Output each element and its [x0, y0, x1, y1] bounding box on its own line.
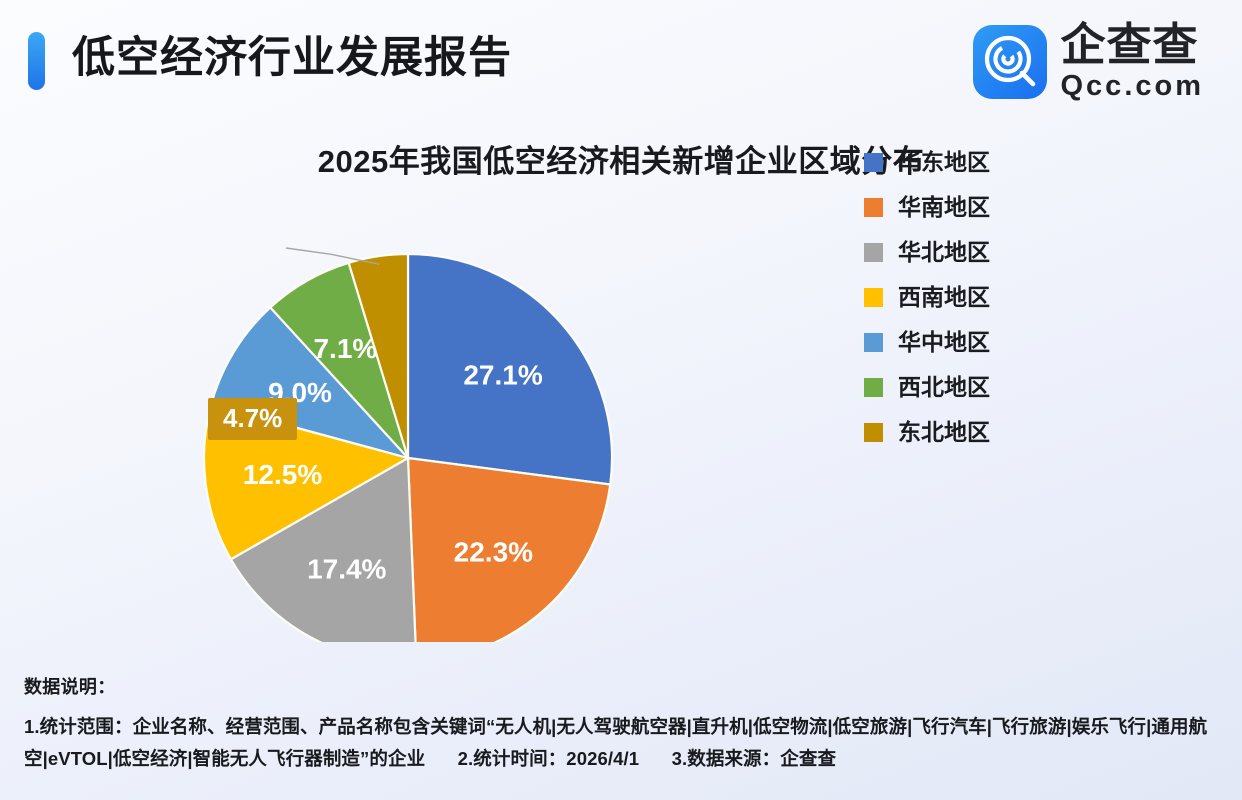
pie-slice[interactable] [229, 456, 417, 642]
legend-swatch-icon [864, 423, 883, 442]
brand-name-en: Qcc.com [1060, 70, 1204, 102]
legend-swatch-icon [864, 333, 883, 352]
brand-logo: 企查查 Qcc.com [972, 19, 1205, 102]
legend-swatch-icon [864, 378, 883, 397]
legend-item-label: 华北地区 [898, 239, 990, 265]
legend-item[interactable]: 西北地区 [864, 375, 990, 400]
legend-item[interactable]: 华中地区 [864, 330, 990, 355]
legend-item-label: 西南地区 [898, 284, 990, 310]
qcc-logo-icon [972, 24, 1047, 99]
page-title: 低空经济行业发展报告 [72, 34, 512, 82]
legend-item[interactable]: 东北地区 [864, 420, 990, 445]
callout-label-dongbei: 4.7% [208, 398, 298, 440]
callout-leader-line [285, 247, 380, 265]
title-accent-bar [28, 32, 45, 90]
legend-item-label: 华中地区 [898, 329, 990, 355]
pie-slice[interactable] [406, 456, 612, 642]
pie-slice-label: 22.3% [454, 536, 533, 567]
legend-swatch-icon [864, 153, 883, 172]
data-note-scope: 1.统计范围：企业名称、经营范围、产品名称包含关键词“无人机|无人驾驶航空器|直… [24, 716, 1208, 769]
data-notes-body: 1.统计范围：企业名称、经营范围、产品名称包含关键词“无人机|无人驾驶航空器|直… [24, 711, 1224, 775]
pie-slice-label: 7.1% [313, 333, 377, 364]
brand-name-cn: 企查查 [1060, 19, 1199, 70]
legend-item-label: 西北地区 [898, 374, 990, 400]
pie-slice-label: 27.1% [463, 360, 542, 391]
data-note-time: 2.统计时间：2026/4/1 [457, 748, 640, 769]
pie-chart: 27.1% 22.3% 17.4% 12.5% 9.0% 7.1% 4.7% [0, 190, 1242, 660]
data-notes: 数据说明： 1.统计范围：企业名称、经营范围、产品名称包含关键词“无人机|无人驾… [24, 672, 1224, 775]
legend-item-label: 东北地区 [898, 419, 990, 445]
legend-item[interactable]: 华南地区 [864, 195, 990, 220]
data-note-source: 3.数据来源：企查查 [671, 748, 837, 769]
chart-title: 2025年我国低空经济相关新增企业区域分布 [317, 144, 925, 179]
pie-slice-label: 12.5% [243, 459, 322, 490]
chart-legend: 华东地区华南地区华北地区西南地区华中地区西北地区东北地区 [864, 150, 990, 445]
legend-swatch-icon [864, 243, 883, 262]
pie-slice[interactable] [406, 252, 614, 486]
pie-slice-group [202, 252, 614, 642]
legend-item[interactable]: 华东地区 [864, 150, 990, 175]
legend-swatch-icon [864, 198, 883, 217]
legend-item-label: 华南地区 [898, 194, 990, 220]
pie-slice[interactable] [347, 252, 410, 459]
pie-slice-label: 17.4% [307, 554, 386, 585]
legend-item-label: 华东地区 [898, 149, 990, 175]
legend-swatch-icon [864, 288, 883, 307]
pie-chart-svg: 27.1%22.3%17.4%12.5%9.0%7.1% [202, 247, 614, 642]
page-header: 低空经济行业发展报告 企查查 Qcc.com [0, 0, 1242, 118]
callout-label-text: 4.7% [223, 403, 283, 433]
data-notes-heading: 数据说明： [24, 677, 116, 697]
legend-item[interactable]: 西南地区 [864, 285, 990, 310]
legend-item[interactable]: 华北地区 [864, 240, 990, 265]
